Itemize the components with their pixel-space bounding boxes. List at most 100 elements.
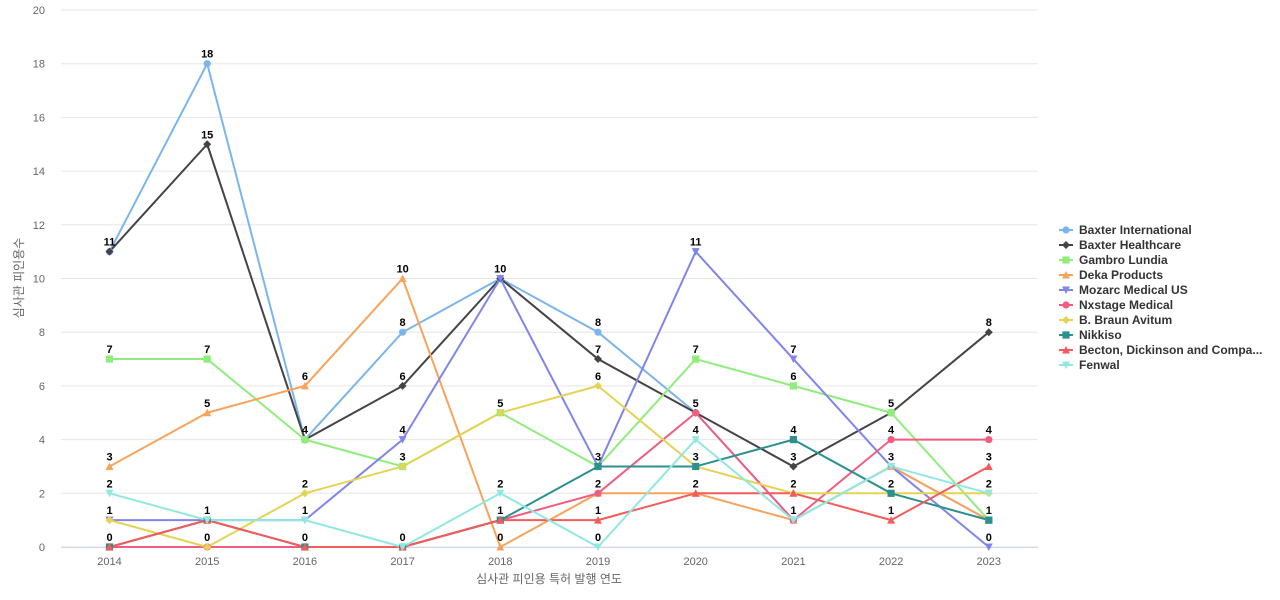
data-point — [105, 489, 114, 498]
data-label: 7 — [790, 344, 796, 356]
x-tick-label: 2020 — [683, 556, 707, 568]
data-label: 10 — [494, 264, 506, 276]
data-point — [887, 516, 896, 524]
data-point — [594, 489, 602, 497]
legend-marker — [1062, 241, 1070, 249]
data-point — [203, 60, 211, 68]
legend-marker — [1062, 361, 1070, 369]
data-label: 7 — [106, 344, 112, 356]
legend-item[interactable]: Nikkiso — [1059, 328, 1122, 342]
legend-item[interactable]: Gambro Lundia — [1059, 253, 1168, 267]
data-point — [203, 543, 212, 551]
legend-marker — [1062, 286, 1070, 294]
data-label: 7 — [204, 344, 210, 356]
legend-item[interactable]: Baxter Healthcare — [1059, 238, 1181, 252]
data-label: 4 — [400, 425, 407, 437]
legend-label: B. Braun Avitum — [1079, 313, 1172, 327]
legend-item[interactable]: Becton, Dickinson and Compa... — [1059, 343, 1262, 357]
data-label: 4 — [888, 425, 895, 437]
data-label: 3 — [986, 451, 992, 463]
y-tick-label: 0 — [39, 542, 45, 554]
data-point — [887, 436, 895, 444]
legend-marker — [1062, 346, 1070, 354]
data-point — [789, 355, 798, 364]
data-label: 1 — [986, 505, 992, 517]
legend-item[interactable]: Fenwal — [1059, 358, 1120, 372]
data-point — [594, 462, 602, 471]
data-label: 2 — [497, 478, 503, 490]
series-points-3 — [105, 274, 993, 551]
data-point — [789, 462, 798, 471]
data-point — [887, 409, 895, 417]
series-line-1 — [108, 143, 990, 468]
y-tick-label: 2 — [39, 488, 45, 500]
series-line-6 — [108, 384, 990, 548]
x-tick-label: 2021 — [781, 556, 805, 568]
y-axis-title: 심사관 피인용수 — [12, 238, 26, 319]
legend-item[interactable]: Deka Products — [1059, 268, 1163, 282]
data-label: 11 — [690, 237, 702, 249]
data-label: 15 — [201, 129, 213, 141]
data-label: 0 — [497, 532, 503, 544]
data-point — [789, 382, 797, 390]
legend-marker — [1062, 301, 1070, 309]
legend-marker — [1062, 331, 1070, 339]
y-tick-label: 18 — [33, 59, 45, 71]
data-label: 5 — [497, 398, 503, 410]
data-point — [300, 489, 309, 498]
data-point — [105, 543, 114, 551]
legend-marker — [1062, 316, 1070, 324]
y-tick-label: 12 — [33, 220, 45, 232]
legend-item[interactable]: Baxter International — [1059, 223, 1192, 237]
data-label: 2 — [595, 478, 601, 490]
data-point — [203, 140, 212, 149]
data-label: 1 — [106, 505, 112, 517]
series-line-0 — [108, 62, 990, 522]
y-tick-label: 14 — [33, 166, 45, 178]
data-label: 2 — [986, 478, 992, 490]
x-tick-label: 2019 — [586, 556, 610, 568]
data-point — [789, 489, 798, 497]
data-point — [398, 274, 407, 282]
legend-item[interactable]: Nxstage Medical — [1059, 298, 1173, 312]
y-tick-label: 20 — [33, 5, 45, 17]
data-label: 5 — [888, 398, 894, 410]
x-tick-label: 2023 — [977, 556, 1001, 568]
legend-item[interactable]: B. Braun Avitum — [1059, 313, 1172, 327]
x-tick-label: 2022 — [879, 556, 903, 568]
data-label: 1 — [595, 505, 601, 517]
data-point — [496, 408, 505, 417]
data-label: 3 — [888, 451, 894, 463]
legend-item[interactable]: Mozarc Medical US — [1059, 283, 1188, 297]
x-axis-ticks: 2014 2015 2016 2017 2018 2019 2020 2021 2022 2023 — [97, 556, 1001, 568]
data-label: 3 — [693, 451, 699, 463]
y-tick-label: 16 — [33, 112, 45, 124]
data-point — [398, 462, 407, 471]
data-label: 7 — [693, 344, 699, 356]
data-point — [300, 543, 309, 551]
data-label: 0 — [204, 532, 210, 544]
data-label: 7 — [595, 344, 601, 356]
series-points-0 — [105, 60, 993, 524]
series-markers — [105, 60, 993, 551]
data-point — [496, 489, 505, 498]
data-label: 4 — [790, 425, 797, 437]
series-lines — [108, 62, 990, 548]
data-point — [984, 543, 993, 551]
data-point — [105, 355, 114, 363]
legend-label: Fenwal — [1079, 358, 1120, 372]
data-point — [985, 436, 993, 444]
data-point — [203, 408, 212, 417]
series-line-9 — [108, 438, 990, 548]
data-point — [300, 381, 309, 390]
data-point — [789, 516, 798, 525]
data-point — [399, 328, 407, 336]
data-label: 8 — [595, 317, 601, 329]
data-point — [105, 247, 114, 256]
data-label: 2 — [693, 478, 699, 490]
data-point — [398, 436, 407, 444]
legend-marker — [1062, 256, 1070, 264]
data-point — [594, 543, 602, 551]
